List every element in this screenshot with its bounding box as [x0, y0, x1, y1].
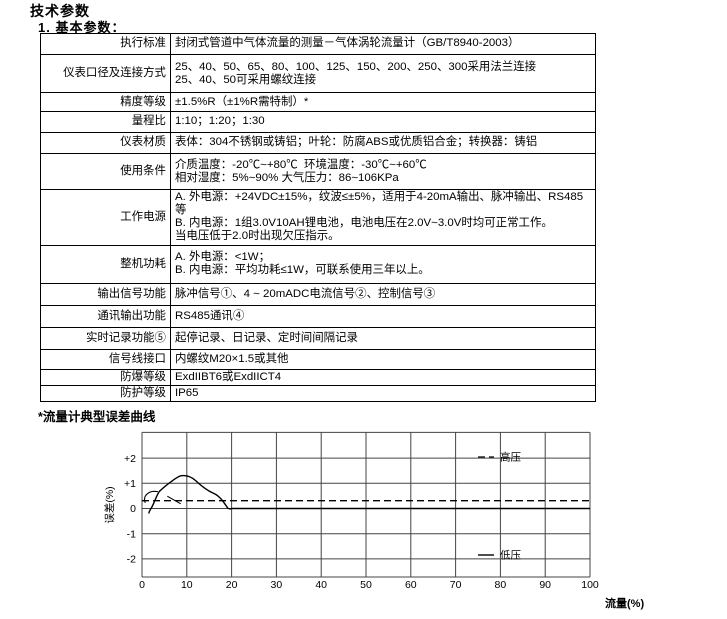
svg-text:50: 50: [360, 579, 372, 591]
svg-text:10: 10: [181, 579, 193, 591]
svg-text:+2: +2: [124, 453, 136, 465]
svg-text:0: 0: [130, 503, 136, 515]
svg-text:流量(%): 流量(%): [605, 596, 644, 610]
svg-text:-2: -2: [127, 554, 136, 566]
svg-text:+1: +1: [124, 478, 136, 490]
svg-text:100: 100: [581, 579, 599, 591]
svg-text:90: 90: [539, 579, 551, 591]
svg-text:60: 60: [405, 579, 417, 591]
svg-text:误差(%): 误差(%): [103, 486, 116, 523]
svg-text:-1: -1: [127, 528, 136, 540]
svg-text:高压: 高压: [500, 451, 521, 464]
svg-text:40: 40: [315, 579, 327, 591]
svg-text:0: 0: [139, 579, 145, 591]
svg-text:低压: 低压: [500, 549, 521, 562]
svg-text:70: 70: [450, 579, 462, 591]
svg-text:80: 80: [495, 579, 507, 591]
svg-text:20: 20: [226, 579, 238, 591]
svg-text:30: 30: [271, 579, 283, 591]
